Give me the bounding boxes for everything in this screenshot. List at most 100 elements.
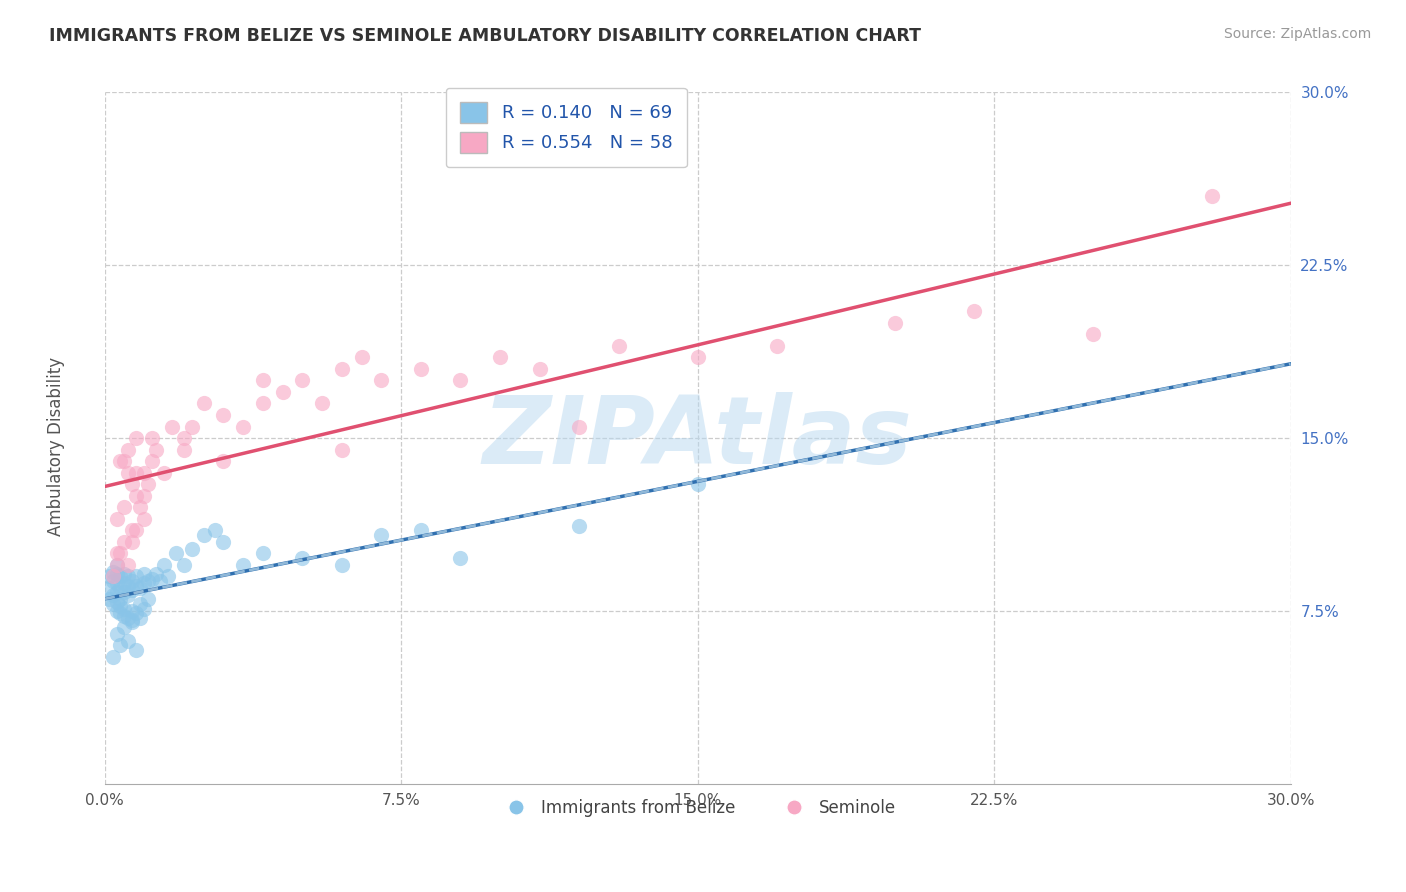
- Point: [110, 454, 132, 468]
- Point: [105, 558, 128, 572]
- Text: IMMIGRANTS FROM BELIZE VS SEMINOLE AMBULATORY DISABILITY CORRELATION CHART: IMMIGRANTS FROM BELIZE VS SEMINOLE AMBUL…: [49, 27, 921, 45]
- Point: [252, 373, 274, 387]
- Point: [101, 569, 124, 583]
- Point: [125, 431, 148, 445]
- Point: [686, 477, 709, 491]
- Point: [117, 558, 139, 572]
- Point: [121, 574, 143, 588]
- Point: [114, 608, 136, 623]
- Point: [117, 466, 139, 480]
- Point: [963, 304, 986, 318]
- Point: [153, 466, 176, 480]
- Point: [105, 576, 128, 591]
- Text: Source: ZipAtlas.com: Source: ZipAtlas.com: [1223, 27, 1371, 41]
- Point: [141, 572, 163, 586]
- Point: [568, 518, 591, 533]
- Point: [136, 574, 159, 588]
- Point: [114, 620, 136, 634]
- Point: [232, 419, 254, 434]
- Point: [330, 558, 353, 572]
- Point: [105, 627, 128, 641]
- Point: [121, 604, 143, 618]
- Point: [145, 442, 167, 457]
- Point: [156, 569, 179, 583]
- Point: [114, 576, 136, 591]
- Point: [101, 574, 124, 588]
- Point: [114, 567, 136, 582]
- Point: [173, 558, 195, 572]
- Point: [180, 541, 202, 556]
- Point: [114, 585, 136, 599]
- Point: [134, 576, 156, 591]
- Point: [125, 489, 148, 503]
- Point: [105, 595, 128, 609]
- Point: [141, 431, 163, 445]
- Point: [1201, 189, 1223, 203]
- Point: [765, 339, 787, 353]
- Point: [129, 500, 152, 515]
- Point: [110, 546, 132, 560]
- Point: [271, 384, 294, 399]
- Text: Ambulatory Disability: Ambulatory Disability: [48, 357, 65, 535]
- Point: [232, 558, 254, 572]
- Point: [330, 362, 353, 376]
- Point: [173, 431, 195, 445]
- Point: [489, 351, 512, 365]
- Point: [105, 585, 128, 599]
- Point: [409, 362, 432, 376]
- Point: [117, 569, 139, 583]
- Point: [193, 528, 215, 542]
- Text: ZIPAtlas: ZIPAtlas: [482, 392, 912, 484]
- Point: [212, 408, 235, 422]
- Point: [370, 373, 392, 387]
- Point: [125, 606, 148, 620]
- Point: [101, 588, 124, 602]
- Point: [101, 597, 124, 611]
- Point: [449, 373, 471, 387]
- Point: [114, 534, 136, 549]
- Point: [607, 339, 630, 353]
- Point: [136, 592, 159, 607]
- Point: [101, 565, 124, 579]
- Point: [291, 550, 314, 565]
- Point: [173, 442, 195, 457]
- Point: [117, 442, 139, 457]
- Point: [145, 567, 167, 582]
- Point: [149, 574, 172, 588]
- Point: [204, 523, 226, 537]
- Point: [1081, 327, 1104, 342]
- Point: [121, 583, 143, 598]
- Point: [110, 606, 132, 620]
- Point: [141, 454, 163, 468]
- Point: [370, 528, 392, 542]
- Point: [121, 534, 143, 549]
- Point: [121, 523, 143, 537]
- Point: [97, 569, 120, 583]
- Point: [134, 489, 156, 503]
- Point: [105, 558, 128, 572]
- Point: [105, 512, 128, 526]
- Point: [252, 546, 274, 560]
- Point: [117, 578, 139, 592]
- Point: [884, 316, 907, 330]
- Point: [330, 442, 353, 457]
- Point: [686, 351, 709, 365]
- Point: [110, 599, 132, 614]
- Point: [212, 534, 235, 549]
- Point: [121, 613, 143, 627]
- Point: [129, 611, 152, 625]
- Point: [125, 578, 148, 592]
- Point: [114, 500, 136, 515]
- Point: [212, 454, 235, 468]
- Point: [97, 592, 120, 607]
- Point: [110, 639, 132, 653]
- Point: [110, 592, 132, 607]
- Point: [311, 396, 333, 410]
- Point: [153, 558, 176, 572]
- Point: [125, 466, 148, 480]
- Point: [568, 419, 591, 434]
- Point: [105, 567, 128, 582]
- Point: [114, 454, 136, 468]
- Point: [134, 466, 156, 480]
- Point: [134, 567, 156, 582]
